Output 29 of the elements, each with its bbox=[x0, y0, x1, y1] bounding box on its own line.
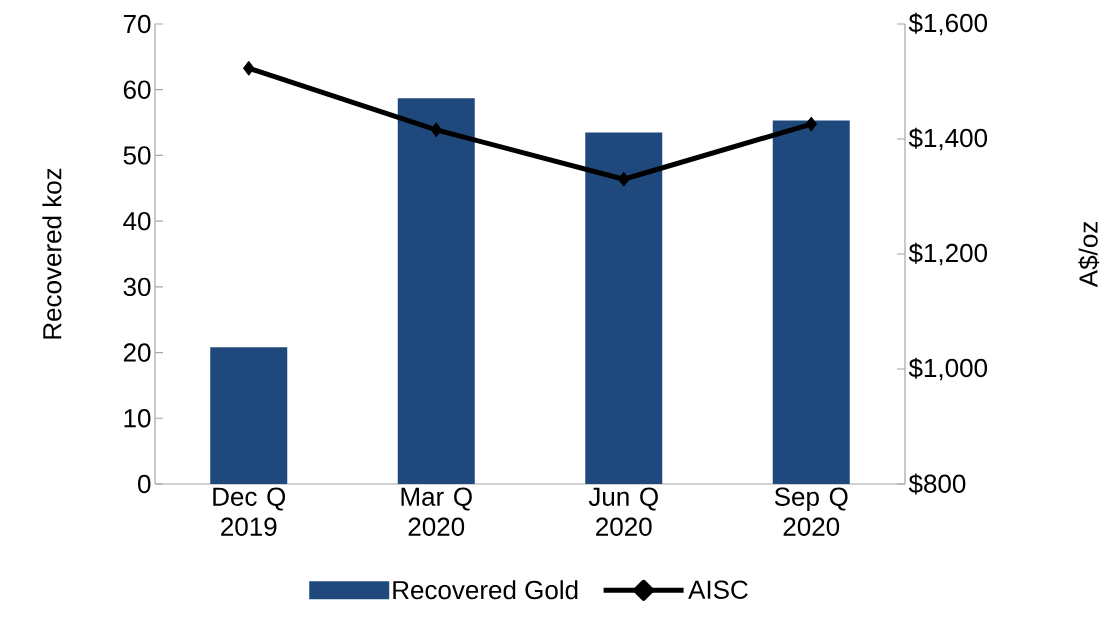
y2-tick-label: $1,600 bbox=[908, 12, 988, 36]
bar bbox=[397, 98, 475, 484]
y-axis-title: Recovered koz bbox=[42, 168, 62, 339]
bar bbox=[772, 120, 850, 484]
x-tick-label: Jun Q 2020 bbox=[588, 487, 658, 536]
y2-axis-title: A$/oz bbox=[1078, 222, 1100, 288]
point bbox=[243, 60, 255, 76]
y-tick-label: 10 bbox=[124, 409, 151, 428]
y-tick-label: 40 bbox=[123, 211, 151, 231]
bar bbox=[585, 132, 663, 484]
y-tick-label: 60 bbox=[123, 80, 151, 99]
bar bbox=[210, 347, 288, 484]
y-tick-label: 0 bbox=[138, 474, 151, 494]
point bbox=[430, 122, 443, 138]
point bbox=[805, 116, 817, 132]
y2-tick-label: $1,000 bbox=[908, 357, 988, 381]
y2-tick-label: $1,200 bbox=[908, 242, 988, 266]
legend-label: AISC bbox=[688, 580, 748, 599]
y-tick-label: 50 bbox=[123, 146, 151, 165]
y2-tick-label: $800 bbox=[908, 473, 966, 495]
y-tick-label: 70 bbox=[123, 14, 151, 34]
x-tick-label: Sep Q 2020 bbox=[774, 487, 848, 536]
y-tick-label: 20 bbox=[123, 343, 151, 362]
x-tick-label: Dec Q 2019 bbox=[213, 487, 286, 536]
point bbox=[618, 171, 630, 187]
legend-label: Recovered Gold bbox=[393, 580, 578, 600]
y-tick-label: 30 bbox=[123, 277, 151, 297]
y2-tick-label: $1,400 bbox=[908, 127, 988, 151]
x-tick-label: Mar Q 2020 bbox=[401, 487, 472, 536]
